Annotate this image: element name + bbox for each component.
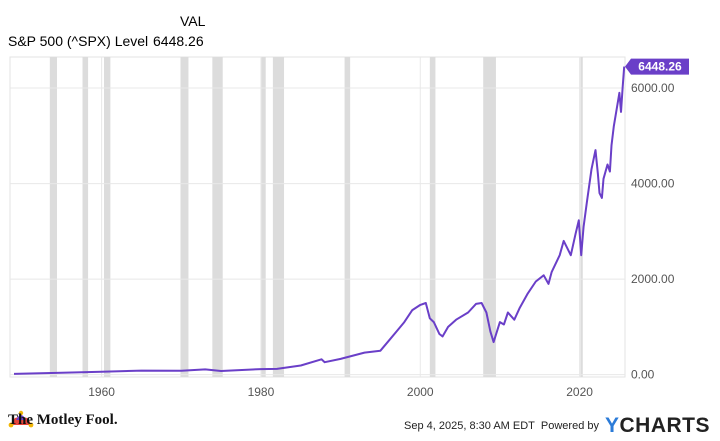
plot-frame: [9, 56, 626, 378]
recession-band: [429, 57, 436, 377]
legend-val-header: VAL: [180, 13, 206, 29]
x-tick-label: 2020: [566, 385, 593, 399]
x-tick-label: 2000: [407, 385, 434, 399]
recession-band: [49, 57, 58, 377]
y-axis: 0.00 2000.00 4000.00 6000.00: [631, 81, 675, 382]
footer-attribution: Sep 4, 2025, 8:30 AM EDT Powered by YCHA…: [404, 414, 710, 438]
ycharts-logo-y: Y: [604, 414, 620, 437]
grid-lines: [10, 57, 625, 377]
plot-area: [9, 56, 626, 378]
legend-series-name: S&P 500 (^SPX) Level: [8, 33, 149, 49]
recession-bands: [49, 57, 583, 377]
recession-band: [104, 57, 111, 377]
recession-band: [344, 57, 351, 377]
y-tick-label: 4000.00: [631, 177, 675, 191]
recession-band: [260, 57, 266, 377]
logo-text: The Motley Fool.: [8, 412, 118, 428]
legend-series-value: 6448.26: [153, 33, 204, 49]
x-axis: 1960 1980 2000 2020: [88, 385, 593, 399]
recession-band: [212, 57, 223, 377]
end-value-badge: [625, 58, 689, 75]
y-tick-label: 6000.00: [631, 81, 675, 95]
x-tick-label: 1960: [88, 385, 115, 399]
y-tick-label: 0.00: [631, 368, 655, 382]
recession-band: [483, 57, 496, 377]
y-tick-label: 2000.00: [631, 272, 675, 286]
ycharts-logo-text: CHARTS: [619, 414, 710, 437]
x-tick-label: 1980: [248, 385, 275, 399]
series-line: [13, 66, 626, 375]
recession-band: [82, 57, 89, 377]
series-lines: [13, 66, 626, 375]
end-value-marker: 6448.26: [625, 58, 689, 75]
end-value-label: 6448.26: [638, 60, 682, 74]
ycharts-logo: YCHARTS: [605, 414, 710, 438]
recession-band: [180, 57, 189, 377]
jester-hat-icon: [8, 410, 34, 428]
powered-by-label: Powered by: [540, 420, 599, 432]
recession-band: [272, 57, 285, 377]
recession-band: [580, 57, 583, 377]
timestamp: Sep 4, 2025, 8:30 AM EDT: [404, 420, 535, 432]
motley-fool-logo: The Motley Fool.: [8, 406, 118, 436]
